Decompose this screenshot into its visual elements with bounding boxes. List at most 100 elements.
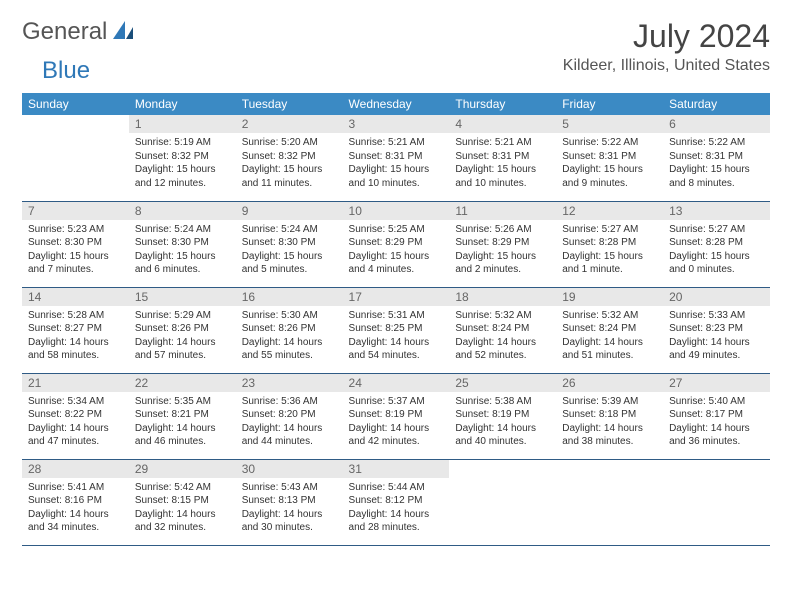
day-content: Sunrise: 5:27 AMSunset: 8:28 PMDaylight:…: [663, 220, 770, 281]
day-number: [663, 460, 770, 478]
calendar-day-cell: 2Sunrise: 5:20 AMSunset: 8:32 PMDaylight…: [236, 115, 343, 201]
day-content: Sunrise: 5:26 AMSunset: 8:29 PMDaylight:…: [449, 220, 556, 281]
day-number: 21: [22, 374, 129, 392]
calendar-day-cell: 31Sunrise: 5:44 AMSunset: 8:12 PMDayligh…: [343, 459, 450, 545]
day-content: Sunrise: 5:43 AMSunset: 8:13 PMDaylight:…: [236, 478, 343, 539]
day-content: Sunrise: 5:36 AMSunset: 8:20 PMDaylight:…: [236, 392, 343, 453]
day-number: 12: [556, 202, 663, 220]
day-number: 25: [449, 374, 556, 392]
day-number: 6: [663, 115, 770, 133]
day-content: Sunrise: 5:32 AMSunset: 8:24 PMDaylight:…: [449, 306, 556, 367]
day-content: Sunrise: 5:23 AMSunset: 8:30 PMDaylight:…: [22, 220, 129, 281]
day-content: Sunrise: 5:32 AMSunset: 8:24 PMDaylight:…: [556, 306, 663, 367]
calendar-day-cell: 18Sunrise: 5:32 AMSunset: 8:24 PMDayligh…: [449, 287, 556, 373]
day-number: 4: [449, 115, 556, 133]
weekday-header: Wednesday: [343, 93, 450, 115]
calendar-day-cell: 5Sunrise: 5:22 AMSunset: 8:31 PMDaylight…: [556, 115, 663, 201]
day-number: 9: [236, 202, 343, 220]
day-content: Sunrise: 5:40 AMSunset: 8:17 PMDaylight:…: [663, 392, 770, 453]
day-number: 18: [449, 288, 556, 306]
calendar-day-cell: 8Sunrise: 5:24 AMSunset: 8:30 PMDaylight…: [129, 201, 236, 287]
day-number: 27: [663, 374, 770, 392]
logo: General: [22, 18, 139, 46]
day-content: Sunrise: 5:44 AMSunset: 8:12 PMDaylight:…: [343, 478, 450, 539]
calendar-day-cell: 26Sunrise: 5:39 AMSunset: 8:18 PMDayligh…: [556, 373, 663, 459]
calendar-day-cell: 7Sunrise: 5:23 AMSunset: 8:30 PMDaylight…: [22, 201, 129, 287]
calendar-day-cell: 3Sunrise: 5:21 AMSunset: 8:31 PMDaylight…: [343, 115, 450, 201]
calendar-day-cell: 16Sunrise: 5:30 AMSunset: 8:26 PMDayligh…: [236, 287, 343, 373]
month-title: July 2024: [563, 18, 770, 55]
calendar-day-cell: 15Sunrise: 5:29 AMSunset: 8:26 PMDayligh…: [129, 287, 236, 373]
day-content: Sunrise: 5:34 AMSunset: 8:22 PMDaylight:…: [22, 392, 129, 453]
day-content: Sunrise: 5:24 AMSunset: 8:30 PMDaylight:…: [129, 220, 236, 281]
calendar-week-row: 14Sunrise: 5:28 AMSunset: 8:27 PMDayligh…: [22, 287, 770, 373]
calendar-empty-cell: [449, 459, 556, 545]
day-number: 16: [236, 288, 343, 306]
day-number: 7: [22, 202, 129, 220]
day-number: 5: [556, 115, 663, 133]
calendar-week-row: 28Sunrise: 5:41 AMSunset: 8:16 PMDayligh…: [22, 459, 770, 545]
day-number: 10: [343, 202, 450, 220]
logo-text-blue: Blue: [42, 57, 90, 85]
calendar-day-cell: 25Sunrise: 5:38 AMSunset: 8:19 PMDayligh…: [449, 373, 556, 459]
calendar-body: 1Sunrise: 5:19 AMSunset: 8:32 PMDaylight…: [22, 115, 770, 545]
calendar-day-cell: 12Sunrise: 5:27 AMSunset: 8:28 PMDayligh…: [556, 201, 663, 287]
calendar-table: SundayMondayTuesdayWednesdayThursdayFrid…: [22, 93, 770, 546]
day-number: 24: [343, 374, 450, 392]
day-content: Sunrise: 5:27 AMSunset: 8:28 PMDaylight:…: [556, 220, 663, 281]
day-content: Sunrise: 5:28 AMSunset: 8:27 PMDaylight:…: [22, 306, 129, 367]
day-number: 14: [22, 288, 129, 306]
day-content: Sunrise: 5:31 AMSunset: 8:25 PMDaylight:…: [343, 306, 450, 367]
day-number: 28: [22, 460, 129, 478]
calendar-week-row: 1Sunrise: 5:19 AMSunset: 8:32 PMDaylight…: [22, 115, 770, 201]
calendar-day-cell: 13Sunrise: 5:27 AMSunset: 8:28 PMDayligh…: [663, 201, 770, 287]
weekday-header: Friday: [556, 93, 663, 115]
calendar-week-row: 7Sunrise: 5:23 AMSunset: 8:30 PMDaylight…: [22, 201, 770, 287]
day-number: [449, 460, 556, 478]
day-number: 2: [236, 115, 343, 133]
day-number: 1: [129, 115, 236, 133]
day-content: Sunrise: 5:33 AMSunset: 8:23 PMDaylight:…: [663, 306, 770, 367]
calendar-empty-cell: [663, 459, 770, 545]
day-number: 3: [343, 115, 450, 133]
day-content: Sunrise: 5:22 AMSunset: 8:31 PMDaylight:…: [556, 133, 663, 194]
calendar-day-cell: 1Sunrise: 5:19 AMSunset: 8:32 PMDaylight…: [129, 115, 236, 201]
calendar-day-cell: 28Sunrise: 5:41 AMSunset: 8:16 PMDayligh…: [22, 459, 129, 545]
calendar-day-cell: 11Sunrise: 5:26 AMSunset: 8:29 PMDayligh…: [449, 201, 556, 287]
day-number: 20: [663, 288, 770, 306]
weekday-header: Monday: [129, 93, 236, 115]
day-content: Sunrise: 5:30 AMSunset: 8:26 PMDaylight:…: [236, 306, 343, 367]
calendar-day-cell: 6Sunrise: 5:22 AMSunset: 8:31 PMDaylight…: [663, 115, 770, 201]
day-content: Sunrise: 5:25 AMSunset: 8:29 PMDaylight:…: [343, 220, 450, 281]
calendar-day-cell: 29Sunrise: 5:42 AMSunset: 8:15 PMDayligh…: [129, 459, 236, 545]
day-content: Sunrise: 5:35 AMSunset: 8:21 PMDaylight:…: [129, 392, 236, 453]
day-number: [22, 115, 129, 133]
day-number: 31: [343, 460, 450, 478]
weekday-row: SundayMondayTuesdayWednesdayThursdayFrid…: [22, 93, 770, 115]
calendar-day-cell: 14Sunrise: 5:28 AMSunset: 8:27 PMDayligh…: [22, 287, 129, 373]
day-number: 15: [129, 288, 236, 306]
day-number: 29: [129, 460, 236, 478]
day-number: 19: [556, 288, 663, 306]
day-content: Sunrise: 5:37 AMSunset: 8:19 PMDaylight:…: [343, 392, 450, 453]
calendar-day-cell: 10Sunrise: 5:25 AMSunset: 8:29 PMDayligh…: [343, 201, 450, 287]
calendar-day-cell: 21Sunrise: 5:34 AMSunset: 8:22 PMDayligh…: [22, 373, 129, 459]
day-number: 22: [129, 374, 236, 392]
day-content: Sunrise: 5:24 AMSunset: 8:30 PMDaylight:…: [236, 220, 343, 281]
day-content: Sunrise: 5:39 AMSunset: 8:18 PMDaylight:…: [556, 392, 663, 453]
weekday-header: Tuesday: [236, 93, 343, 115]
logo-sail-icon: [111, 19, 137, 46]
day-number: [556, 460, 663, 478]
day-number: 23: [236, 374, 343, 392]
calendar-empty-cell: [22, 115, 129, 201]
weekday-header: Sunday: [22, 93, 129, 115]
day-number: 26: [556, 374, 663, 392]
day-content: Sunrise: 5:41 AMSunset: 8:16 PMDaylight:…: [22, 478, 129, 539]
day-content: Sunrise: 5:20 AMSunset: 8:32 PMDaylight:…: [236, 133, 343, 194]
day-content: Sunrise: 5:22 AMSunset: 8:31 PMDaylight:…: [663, 133, 770, 194]
calendar-day-cell: 9Sunrise: 5:24 AMSunset: 8:30 PMDaylight…: [236, 201, 343, 287]
day-number: 11: [449, 202, 556, 220]
calendar-week-row: 21Sunrise: 5:34 AMSunset: 8:22 PMDayligh…: [22, 373, 770, 459]
day-number: 13: [663, 202, 770, 220]
weekday-header: Thursday: [449, 93, 556, 115]
